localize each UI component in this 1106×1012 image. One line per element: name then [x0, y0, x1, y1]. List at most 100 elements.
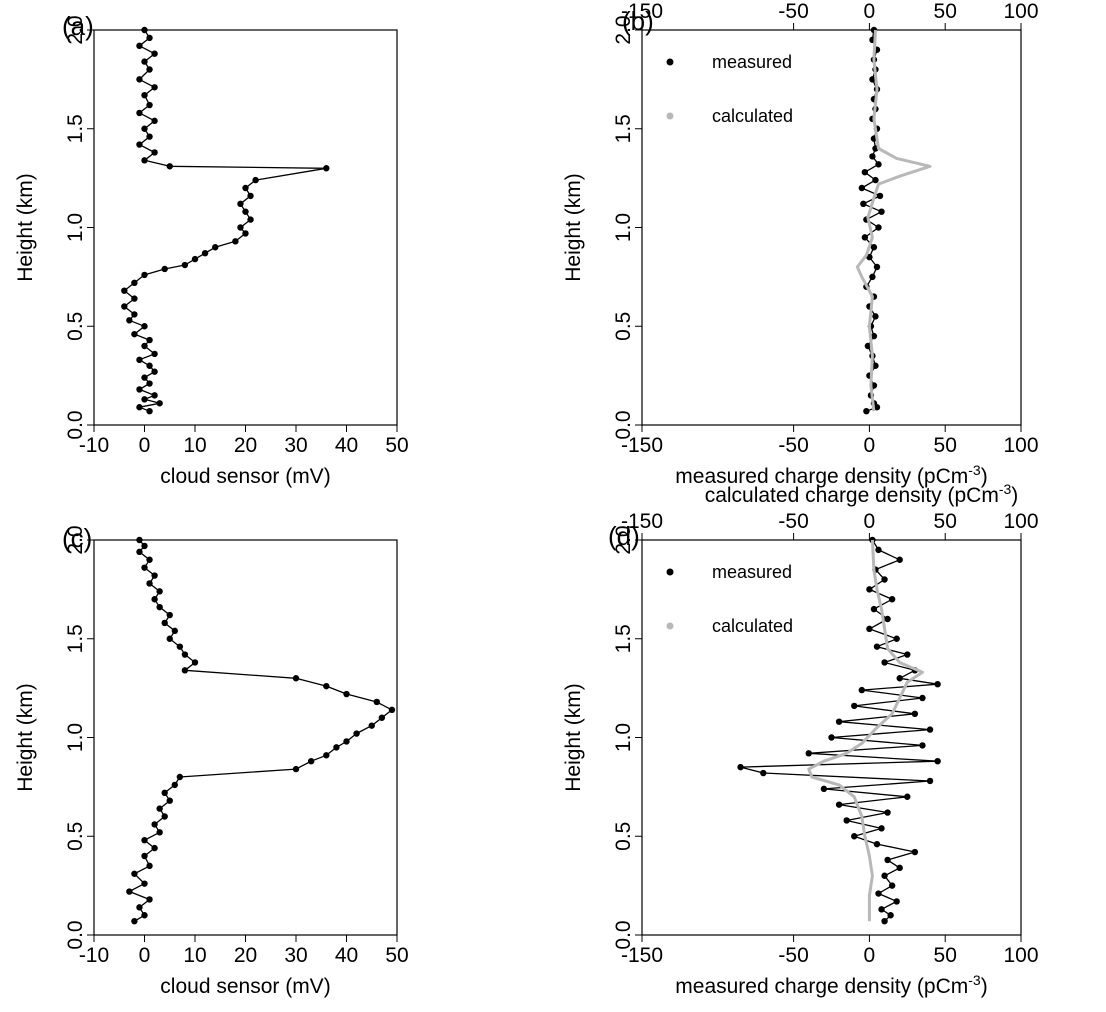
- data-point: [292, 765, 300, 773]
- data-point: [893, 635, 900, 642]
- x2-tick-label: -50: [778, 0, 808, 23]
- data-point: [237, 224, 244, 231]
- legend-label: calculated: [712, 106, 793, 126]
- data-point: [881, 872, 888, 879]
- data-point: [851, 833, 858, 840]
- data-point: [323, 752, 330, 759]
- x-tick-label: 20: [234, 434, 257, 457]
- data-point: [146, 580, 153, 587]
- data-point: [161, 813, 168, 820]
- x-tick-label: 50: [385, 944, 408, 967]
- data-point: [166, 635, 173, 642]
- data-point: [875, 890, 882, 897]
- data-point: [934, 680, 941, 688]
- data-point: [131, 917, 138, 925]
- data-point: [919, 742, 926, 749]
- y-tick-label: 2.0: [64, 15, 87, 44]
- data-point: [869, 76, 876, 83]
- data-point: [201, 249, 209, 257]
- data-point: [896, 864, 903, 872]
- x-tick-label: 0: [864, 944, 876, 967]
- data-point: [904, 793, 911, 800]
- data-point: [884, 809, 891, 816]
- data-point: [136, 141, 143, 148]
- data-point: [737, 763, 744, 771]
- data-point: [212, 244, 219, 251]
- y-tick-label: 0.5: [612, 822, 635, 851]
- data-point: [323, 165, 330, 172]
- data-point: [873, 263, 881, 271]
- data-point: [131, 279, 138, 286]
- data-point: [851, 702, 858, 710]
- legend-marker: [666, 112, 674, 120]
- y-tick-label: 0.0: [64, 410, 87, 439]
- y-tick-label: 1.5: [64, 624, 87, 653]
- data-point: [146, 66, 153, 73]
- data-point: [828, 734, 835, 741]
- y-tick-label: 2.0: [612, 525, 635, 554]
- x2-tick-label: -150: [621, 510, 663, 533]
- data-point: [343, 690, 350, 698]
- legend-marker: [666, 58, 674, 66]
- data-point: [166, 797, 173, 804]
- panel-a: (a) -10 0 10 20 30 40 50 0.0 0.5 1.0 1.5 2.0 Height (…: [14, 11, 409, 488]
- x-tick-label: -50: [778, 434, 808, 457]
- data-point: [911, 710, 919, 717]
- y-tick-label: 0.0: [612, 920, 635, 949]
- data-point: [131, 330, 138, 338]
- data-point: [873, 840, 881, 848]
- data-point: [869, 153, 876, 160]
- data-point: [884, 615, 891, 623]
- data-point: [141, 912, 148, 919]
- x2-tick-label: 50: [934, 510, 957, 533]
- data-point: [884, 856, 891, 864]
- data-point: [156, 805, 163, 812]
- data-point: [866, 625, 873, 633]
- data-point: [888, 596, 896, 603]
- data-point: [141, 374, 148, 381]
- data-point: [151, 596, 158, 603]
- data-point: [858, 184, 866, 192]
- x-tick-label: 30: [284, 434, 307, 457]
- data-point: [242, 208, 249, 215]
- data-point: [353, 730, 360, 737]
- x2-tick-label: 0: [864, 510, 876, 533]
- data-point: [126, 888, 133, 895]
- data-point: [333, 744, 340, 751]
- y-tick-label: 2.0: [64, 525, 87, 554]
- x2-tick-label: -50: [778, 510, 808, 533]
- data-point: [141, 542, 148, 550]
- x2-axis-label: calculated charge density (pCm-3): [705, 481, 1019, 507]
- y-tick-label: 1.5: [612, 114, 635, 143]
- data-point: [878, 906, 885, 913]
- data-point: [904, 651, 911, 658]
- data-point: [872, 313, 879, 320]
- data-point: [805, 750, 812, 757]
- data-point: [878, 825, 885, 832]
- data-point: [141, 342, 148, 350]
- y-tick-label: 0.0: [612, 410, 635, 439]
- legend-marker: [666, 568, 674, 576]
- data-point: [176, 643, 184, 650]
- y-tick-label: 1.0: [64, 213, 87, 242]
- data-point: [873, 643, 881, 650]
- data-point: [760, 769, 767, 777]
- data-point: [181, 667, 189, 674]
- data-point: [136, 548, 143, 556]
- data-point: [171, 627, 178, 635]
- data-point: [136, 356, 143, 364]
- x-tick-label: 0: [139, 434, 151, 457]
- y-axis-label: Height (km): [562, 683, 585, 792]
- data-point: [136, 536, 143, 544]
- legend-label: measured: [712, 562, 792, 582]
- x-axis-label: measured charge density (pCm-3): [675, 462, 987, 488]
- data-point: [378, 714, 386, 721]
- x-tick-label: 0: [864, 434, 876, 457]
- data-point: [151, 572, 158, 579]
- plot-frame: [641, 29, 1022, 426]
- data-point: [141, 880, 148, 887]
- data-point: [242, 184, 249, 192]
- data-point: [896, 556, 903, 563]
- data-point: [161, 619, 168, 627]
- data-point: [191, 255, 199, 263]
